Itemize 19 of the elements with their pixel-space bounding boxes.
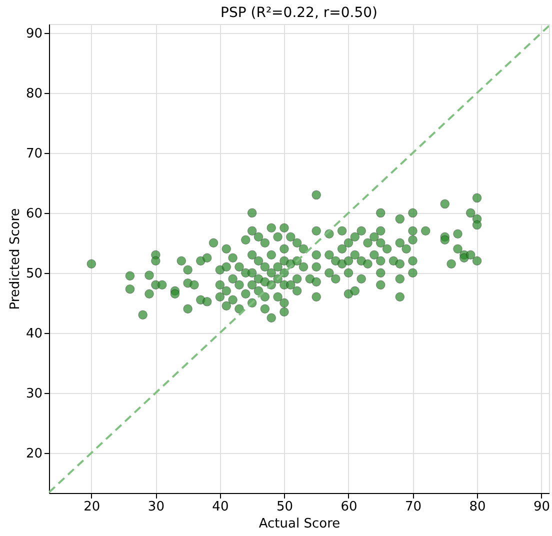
y-tick-label: 90 xyxy=(26,26,42,42)
y-tick-label: 70 xyxy=(26,146,42,162)
y-tick-label: 50 xyxy=(26,266,42,282)
x-tick-label: 50 xyxy=(276,500,293,514)
y-axis-title: Predicted Score xyxy=(8,208,23,310)
x-tick-label: 60 xyxy=(340,500,358,514)
x-tick-label: 80 xyxy=(469,500,486,514)
y-tick-label: 80 xyxy=(26,86,42,102)
x-tick-label: 70 xyxy=(404,500,422,514)
y-tick-label: 40 xyxy=(26,326,42,342)
y-tick-label: 60 xyxy=(26,206,42,222)
y-tick-label: 20 xyxy=(26,446,42,462)
x-tick-label: 20 xyxy=(84,500,100,514)
x-tick-label: 40 xyxy=(212,500,229,514)
x-tick-label: 30 xyxy=(148,500,164,514)
x-tick-label: 90 xyxy=(534,500,550,514)
x-axis-title: Actual Score xyxy=(258,516,340,532)
chart-title: PSP (R²=0.22, r=0.50) xyxy=(220,5,378,21)
y-tick-label: 30 xyxy=(26,386,42,402)
